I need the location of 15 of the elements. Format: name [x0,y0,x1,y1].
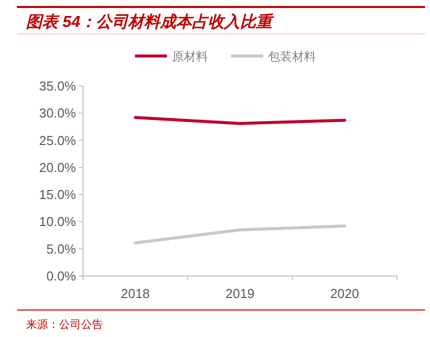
y-tick-label: 0.0% [46,268,76,284]
legend-label: 原材料 [172,50,208,64]
x-tick-label: 2018 [120,286,150,301]
y-tick-label: 20.0% [39,160,76,175]
source-note: 来源：公司公告 [26,318,103,331]
y-tick-label: 35.0% [39,78,76,94]
y-tick-label: 15.0% [39,187,76,202]
x-tick-label: 2020 [330,286,360,301]
y-tick-label: 30.0% [39,106,76,121]
chart-title: 图表 54：公司材料成本占收入比重 [26,13,276,31]
y-tick-label: 10.0% [39,214,76,230]
y-tick-label: 25.0% [39,132,76,148]
y-tick-label: 5.0% [46,241,76,256]
legend-label: 包装材料 [268,50,316,64]
x-tick-label: 2019 [226,286,254,301]
